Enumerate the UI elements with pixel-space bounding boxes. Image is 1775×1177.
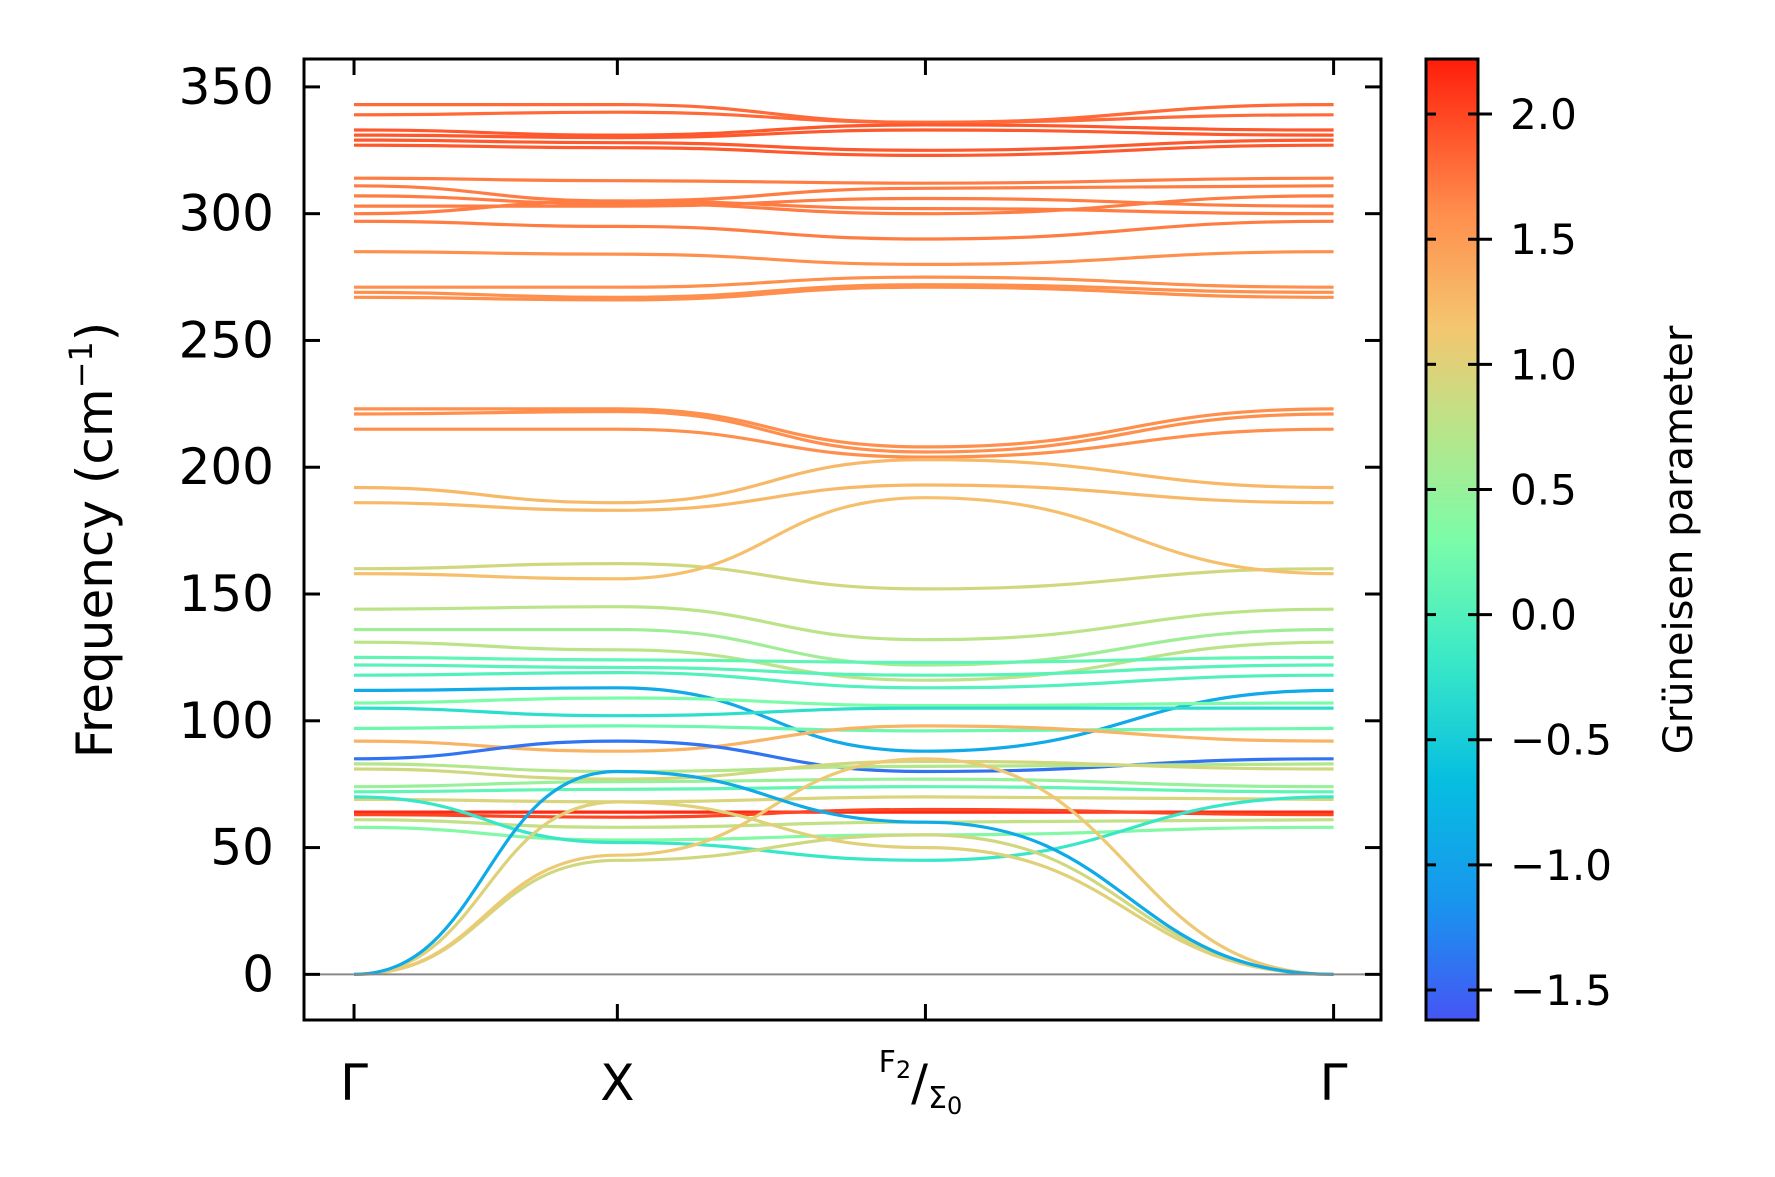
band-7	[353, 176, 1334, 185]
y-tick-label: 350	[179, 58, 274, 116]
band-31	[353, 696, 1334, 708]
band-28	[353, 663, 1334, 677]
band-38	[353, 777, 1334, 789]
band-25	[353, 627, 1334, 667]
band-14	[354, 275, 1334, 289]
band-45	[353, 795, 1334, 862]
band-32	[353, 706, 1334, 718]
band-2	[353, 110, 1334, 124]
band-23	[353, 496, 1334, 581]
band-21	[353, 483, 1334, 512]
x-tick-label: Γ	[1320, 1054, 1348, 1112]
band-42	[353, 807, 1334, 819]
band-37	[353, 759, 1334, 781]
band-29	[353, 671, 1334, 690]
x-tick-label: Γ	[340, 1054, 368, 1112]
special-label-sigma: Σ	[928, 1081, 947, 1116]
band-27	[353, 655, 1334, 665]
band-15	[353, 283, 1334, 299]
colorbar-tick-label: −1.5	[1510, 966, 1612, 1015]
special-label-sigma-subscript: 0	[947, 1092, 962, 1120]
band-11	[353, 199, 1334, 216]
colorbar	[1424, 57, 1480, 1022]
special-label-f: F	[879, 1045, 896, 1080]
band-6	[353, 143, 1334, 157]
band-47	[353, 757, 1334, 976]
colorbar-tick-label: −0.5	[1510, 716, 1612, 765]
colorbar-tick-label: 0.5	[1510, 465, 1577, 514]
band-4	[353, 128, 1334, 140]
phonon-bands	[353, 102, 1334, 976]
band-18	[353, 409, 1334, 454]
colorbar-ticks	[1426, 112, 1492, 992]
y-axis-title-superscript: −1	[62, 341, 100, 388]
band-40	[353, 795, 1334, 804]
band-49	[353, 769, 1334, 976]
x-tick-label: X	[600, 1054, 634, 1112]
band-24	[353, 605, 1334, 642]
y-tick-label: 50	[210, 819, 274, 877]
colorbar-tick-label: 1.0	[1510, 340, 1577, 389]
y-axis-title: Frequency (cm−1)	[62, 322, 124, 759]
band-19	[354, 427, 1334, 459]
colorbar-title: Grüneisen parameter	[1656, 325, 1702, 754]
colorbar-tick-label: 1.5	[1510, 215, 1577, 264]
colorbar-tick-label: 2.0	[1510, 90, 1577, 139]
band-13	[353, 250, 1334, 266]
band-8	[353, 184, 1334, 203]
band-39	[353, 785, 1334, 794]
band-48	[353, 800, 1334, 976]
special-label-separator: /	[911, 1054, 928, 1112]
special-label-f-subscript: 2	[896, 1056, 911, 1084]
band-46	[353, 833, 1334, 976]
band-12	[353, 219, 1334, 241]
axis-ticks	[304, 59, 1381, 1020]
band-20	[353, 458, 1334, 505]
y-axis-title-prefix: Frequency (cm	[66, 388, 124, 758]
y-tick-label: 200	[179, 438, 274, 496]
band-3	[353, 123, 1334, 137]
band-33	[353, 724, 1334, 733]
band-26	[353, 640, 1334, 682]
y-tick-label: 150	[179, 565, 274, 623]
band-16	[353, 285, 1334, 302]
band-17	[354, 407, 1334, 449]
y-tick-label: 100	[179, 692, 274, 750]
x-tick-label-f2-sigma0: F2/Σ0	[879, 1045, 963, 1120]
band-30	[353, 686, 1334, 753]
y-axis-title-suffix: )	[66, 322, 124, 342]
band-1	[354, 102, 1334, 124]
y-tick-label: 0	[242, 945, 274, 1003]
band-5	[353, 138, 1334, 152]
plot-frame	[302, 57, 1383, 1022]
y-tick-label: 300	[179, 185, 274, 243]
y-tick-label: 250	[179, 311, 274, 369]
colorbar-tick-label: −1.0	[1510, 841, 1612, 890]
colorbar-tick-label: 0.0	[1510, 591, 1577, 640]
band-44	[353, 825, 1334, 842]
band-22	[353, 562, 1334, 591]
